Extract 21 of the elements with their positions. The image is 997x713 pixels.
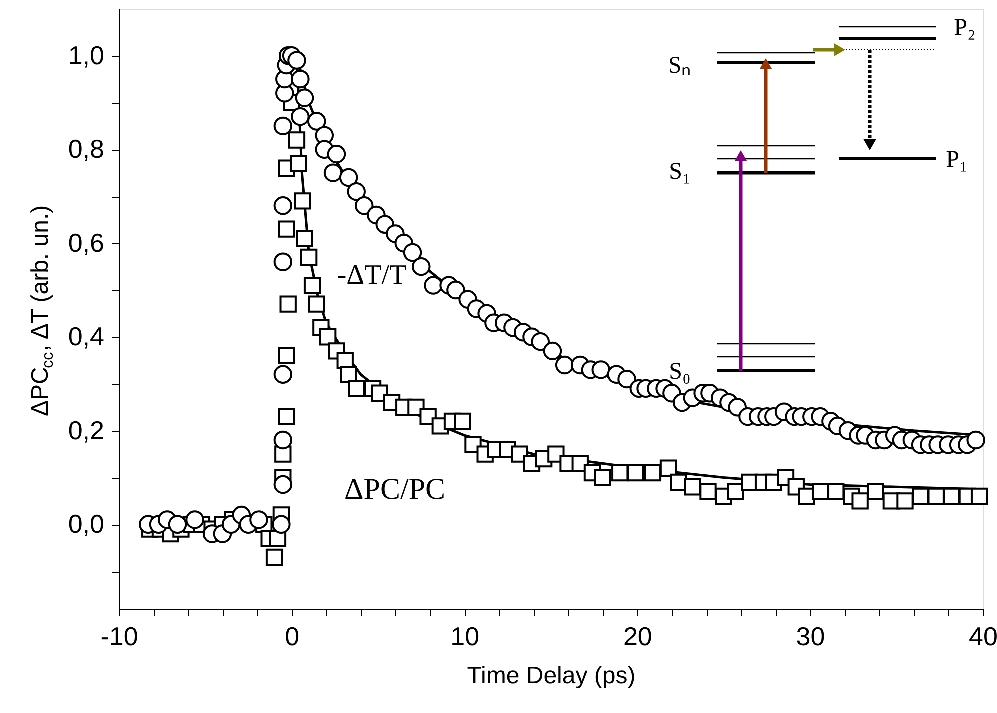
y-tick-label: 0,6 [68, 228, 104, 258]
y-tick-label: 1,0 [68, 40, 104, 70]
x-tick-label: -10 [100, 622, 138, 652]
x-tick-label: 40 [969, 622, 997, 652]
y-tick-label: 0,2 [68, 415, 104, 446]
x-tick-label: 10 [450, 622, 480, 652]
annotation: S₀ [669, 359, 691, 385]
y-tick-label: 0,4 [68, 322, 104, 352]
x-tick-label: 30 [796, 622, 826, 652]
annotation: P₁ [946, 147, 968, 173]
x-tick-label: 0 [285, 622, 300, 652]
y-tick-label: 0,0 [68, 509, 104, 540]
x-axis-title: Time Delay (ps) [467, 662, 636, 690]
annotation: -ΔT/T [337, 260, 407, 291]
annotation: Sₙ [668, 53, 692, 79]
y-tick-label: 0,8 [68, 134, 104, 164]
annotation: ΔPC/PC [344, 473, 446, 506]
y-axis-title: ΔPCcc, ΔT (arb. un.) [27, 205, 57, 417]
annotation: P₂ [954, 15, 976, 41]
x-tick-label: 20 [623, 622, 652, 652]
annotation: S₁ [669, 159, 691, 185]
